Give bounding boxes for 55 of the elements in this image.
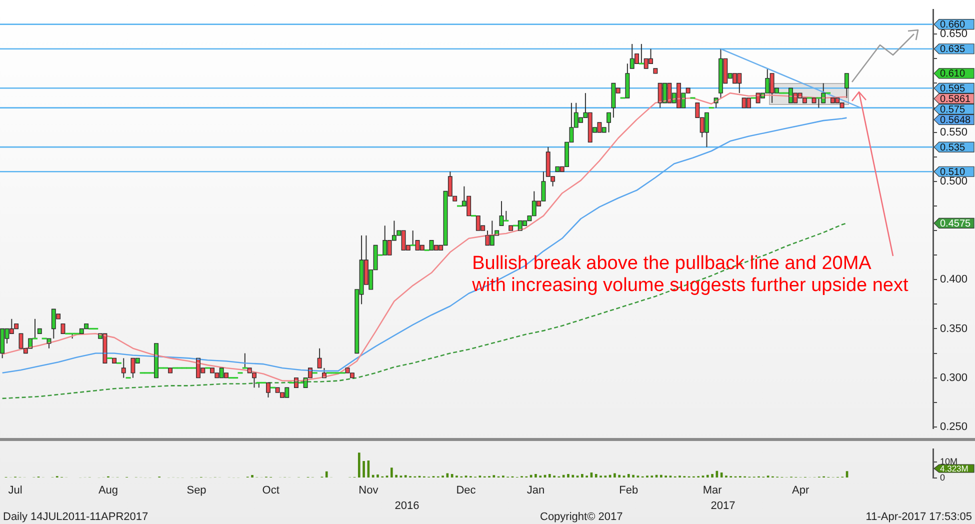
bar [325,471,328,478]
bar [362,461,365,478]
y-tick-label: 0.500 [940,175,968,188]
bar [614,473,616,478]
x-tick-label: Sep [186,484,206,497]
y-tick-label: 0.550 [940,126,968,138]
x-tick-label: Mar [702,484,722,497]
x-tick-label: Nov [358,484,379,497]
ref-line-label: 0.510 [940,166,966,178]
bar [548,474,551,478]
text: 0.5861 [940,94,972,105]
text: 0.5648 [940,114,972,126]
text: 2016 [394,500,420,512]
bar [251,474,254,478]
x-tick-label: Feb [619,484,638,497]
text: 2017 [710,500,736,512]
bar [581,474,584,478]
bar [594,474,598,478]
text: 11-Apr-2017 17:53:05 [866,511,972,523]
bar [618,474,621,478]
ref-line-label: 0.535 [940,142,966,154]
bar [627,474,630,478]
y-tick-label: 0.350 [940,322,968,335]
x-tick-label: Oct [262,484,280,497]
bar [395,474,398,478]
bar [358,452,360,478]
text: 0.610 [940,68,966,80]
bar [660,474,662,478]
ref-line-label: 0.575 [940,104,966,116]
bar [562,474,565,478]
text: 0.4575 [940,218,972,230]
text: Copyright© 2017 [540,511,623,523]
text: Daily 14JUL2011-11APR2017 [3,511,148,523]
x-tick-label: Apr [792,484,810,497]
bar [632,474,634,478]
ref-line-label: 0.595 [940,83,966,94]
y-tick-label: 0 [940,472,946,482]
ref-line-label: 0.635 [940,44,966,56]
bar [390,468,393,478]
bar [534,474,537,478]
x-tick-label: Jul [8,484,22,497]
x-tick-label: Jan [526,484,545,497]
y-tick-label: 0.250 [940,420,968,433]
bar [706,474,709,478]
x-tick-label: Dec [456,484,476,497]
bar [376,474,379,478]
bar [446,473,449,478]
y-tick-label: 0.300 [940,372,968,384]
bar [572,474,574,478]
x-tick-label: Aug [98,484,118,497]
bar [711,474,714,478]
ref-line-label: 0.660 [940,20,966,31]
bar [567,474,570,478]
y-tick-label: 0.400 [940,274,968,286]
y-tick-label: 0.650 [940,28,968,40]
